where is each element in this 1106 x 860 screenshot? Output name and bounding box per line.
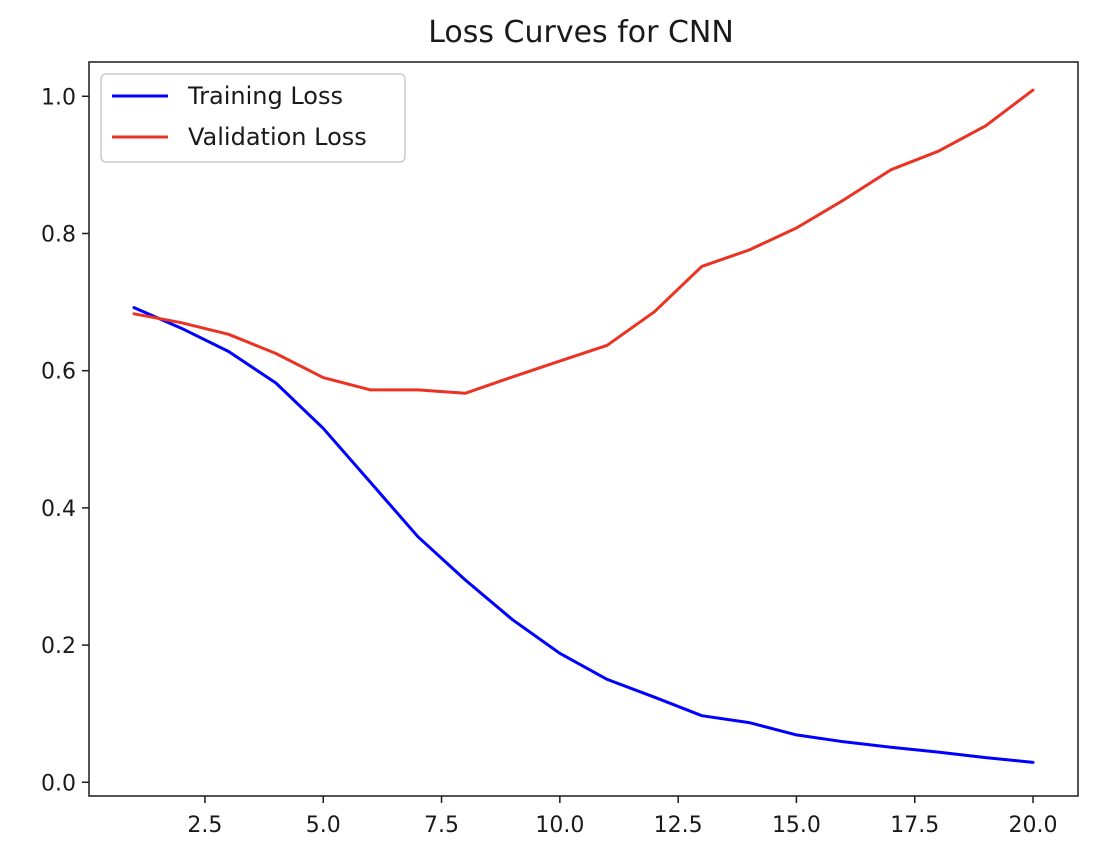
legend-label-validation-loss: Validation Loss <box>188 123 367 151</box>
y-tick-label: 0.0 <box>41 771 76 796</box>
series-layer <box>132 88 1035 764</box>
x-tick-label: 7.5 <box>424 813 459 838</box>
legend-label-training-loss: Training Loss <box>187 82 343 110</box>
x-tick-label: 17.5 <box>890 813 939 838</box>
x-axis: 2.5 5.0 7.5 10.0 12.5 15.0 17.5 20.0 <box>187 796 1058 838</box>
legend-box <box>100 73 406 163</box>
x-tick-label: 5.0 <box>306 813 341 838</box>
x-tick-label: 20.0 <box>1009 813 1058 838</box>
y-tick-label: 1.0 <box>41 85 76 110</box>
x-tick-label: 10.0 <box>535 813 584 838</box>
legend: Training Loss Validation Loss <box>100 73 406 163</box>
y-tick-label: 0.2 <box>41 634 76 659</box>
x-tick-label: 12.5 <box>654 813 703 838</box>
y-tick-label: 0.8 <box>41 222 76 247</box>
y-tick-label: 0.6 <box>41 360 76 385</box>
plot-area-frame <box>88 61 1079 797</box>
x-tick-label: 2.5 <box>187 813 222 838</box>
series-line-validation-loss <box>132 88 1035 395</box>
series-line-training-loss <box>132 306 1035 764</box>
y-tick-label: 0.4 <box>41 497 76 522</box>
chart-title: Loss Curves for CNN <box>428 15 734 50</box>
y-axis: 0.0 0.2 0.4 0.6 0.8 1.0 <box>41 85 89 796</box>
x-tick-label: 15.0 <box>772 813 821 838</box>
